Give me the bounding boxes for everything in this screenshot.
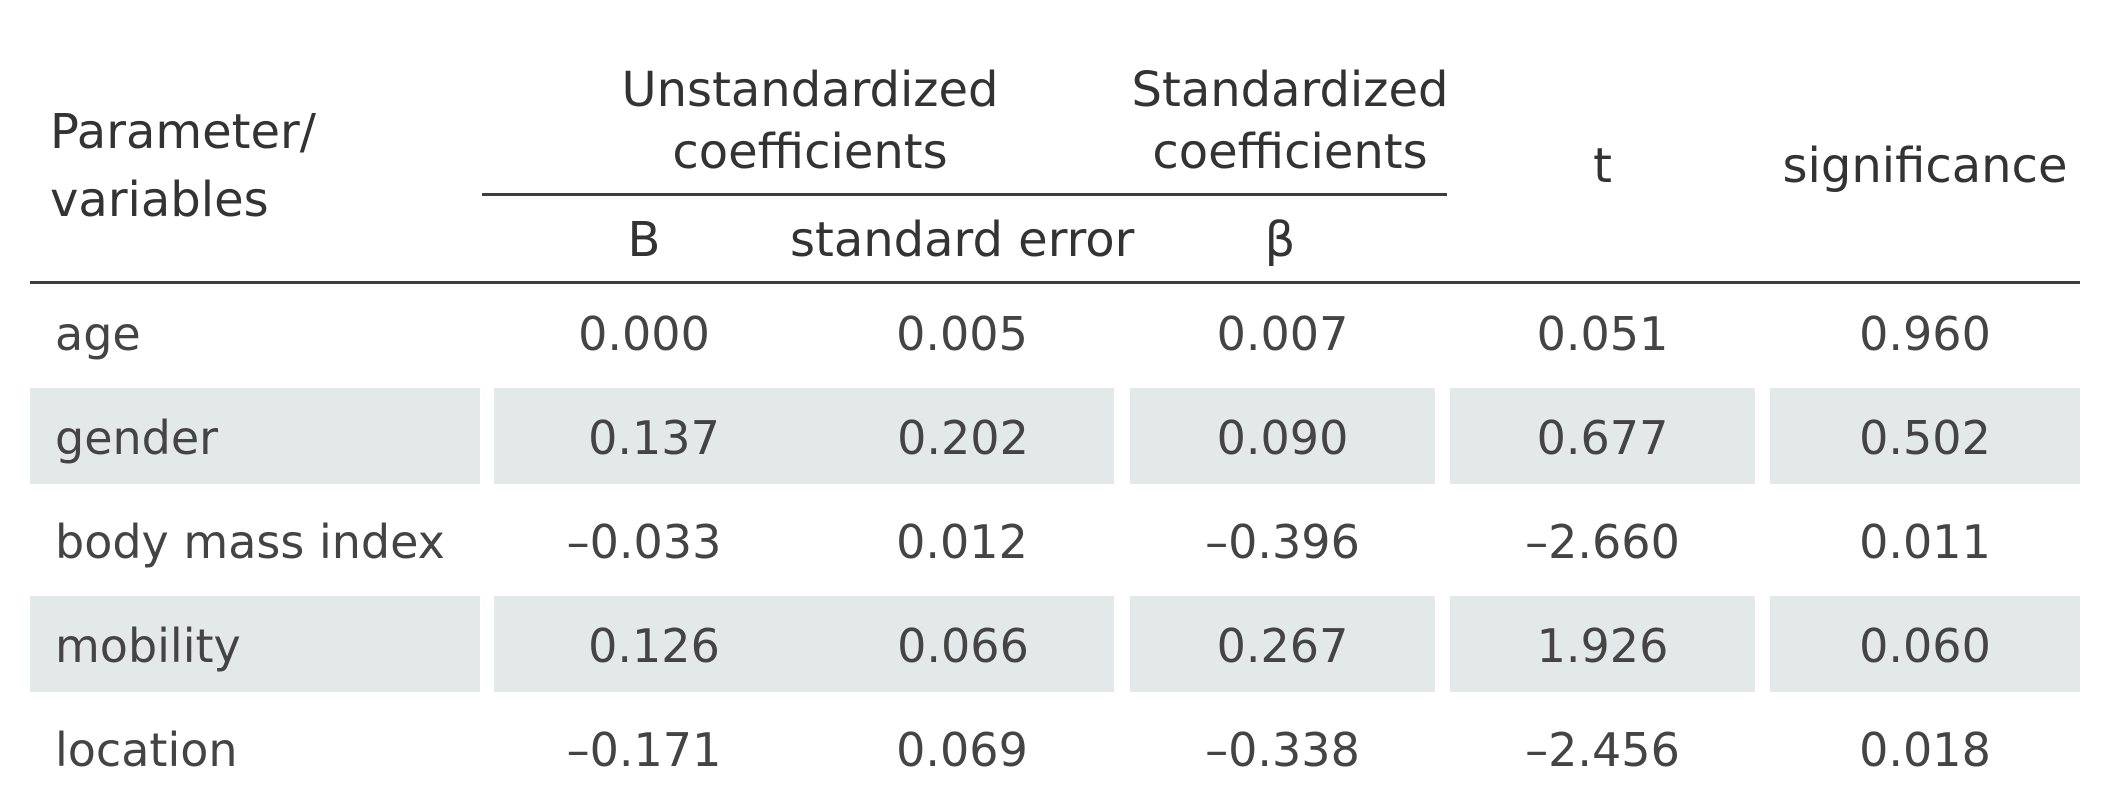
row-shade <box>1770 388 2080 484</box>
header-parameter-line1: Parameter/ <box>50 104 316 160</box>
cell-t: 0.677 <box>1536 411 1669 465</box>
row-label-body-mass-index: body mass index <box>55 515 445 569</box>
row-label-location: location <box>55 723 238 777</box>
cell-b: 0.000 <box>578 307 710 361</box>
row-shade <box>1450 388 1755 484</box>
cell-standard-error: 0.202 <box>897 411 1029 465</box>
cell-b: 0.137 <box>588 411 720 465</box>
row-shade <box>1450 596 1755 692</box>
cell-standard-error: 0.005 <box>896 307 1028 361</box>
row-shade <box>1770 596 2080 692</box>
cell-significance: 0.060 <box>1859 619 1991 673</box>
row-shade <box>30 596 480 692</box>
cell-b: 0.126 <box>588 619 720 673</box>
row-shade <box>812 388 1114 484</box>
row-shade <box>494 596 814 692</box>
cell-standard-error: 0.012 <box>896 515 1028 569</box>
cell-beta: –0.396 <box>1205 515 1360 569</box>
header-parameter-line2: variables <box>50 172 269 228</box>
cell-b: –0.033 <box>566 515 722 569</box>
row-label-age: age <box>55 307 141 361</box>
cell-significance: 0.011 <box>1859 515 1991 569</box>
cell-b: –0.171 <box>566 723 722 777</box>
cell-significance: 0.502 <box>1859 411 1991 465</box>
row-label-gender: gender <box>55 411 219 465</box>
header-standardized-line2: coefficients <box>1152 124 1428 180</box>
header-t: t <box>1593 138 1612 194</box>
header-standard-error: standard error <box>790 212 1135 268</box>
header-unstandardized-line2: coefficients <box>672 124 948 180</box>
cell-t: –2.660 <box>1525 515 1680 569</box>
cell-beta: 0.090 <box>1216 411 1349 465</box>
cell-t: –2.456 <box>1525 723 1680 777</box>
header-b: B <box>627 212 661 268</box>
row-shade <box>1130 388 1435 484</box>
cell-t: 0.051 <box>1536 307 1669 361</box>
row-label-mobility: mobility <box>55 619 241 673</box>
cell-significance: 0.018 <box>1859 723 1991 777</box>
cell-t: 1.926 <box>1536 619 1669 673</box>
row-shade <box>1130 596 1435 692</box>
row-shade <box>30 388 480 484</box>
header-significance: significance <box>1782 138 2068 194</box>
header-unstandardized-line1: Unstandardized <box>621 62 999 118</box>
row-shade <box>494 388 814 484</box>
header-standardized-line1: Standardized <box>1131 62 1449 118</box>
cell-significance: 0.960 <box>1859 307 1991 361</box>
header-group-rule <box>482 193 1447 196</box>
header-beta: β <box>1264 212 1296 268</box>
row-shade <box>812 596 1114 692</box>
cell-beta: 0.007 <box>1216 307 1349 361</box>
cell-beta: 0.267 <box>1216 619 1349 673</box>
cell-standard-error: 0.066 <box>897 619 1029 673</box>
cell-beta: –0.338 <box>1205 723 1360 777</box>
cell-standard-error: 0.069 <box>896 723 1028 777</box>
header-bottom-rule <box>30 281 2080 284</box>
